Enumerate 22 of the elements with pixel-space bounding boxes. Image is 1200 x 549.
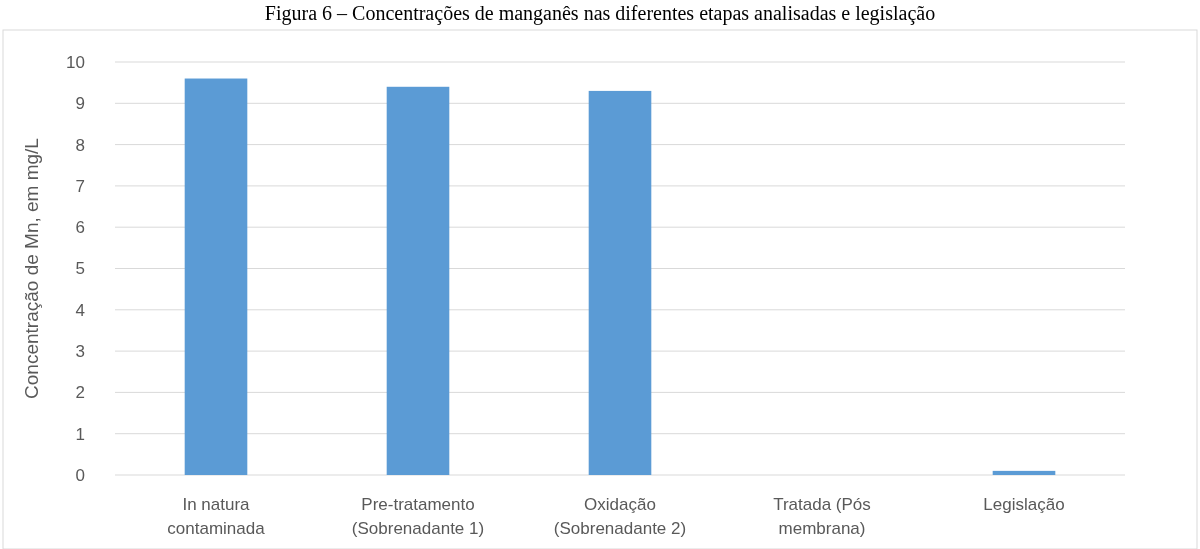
x-tick-label: Tratada (Pós membrana) [773, 495, 871, 538]
y-tick-label: 1 [75, 424, 85, 444]
y-tick-label: 6 [75, 218, 85, 238]
y-tick-label: 0 [75, 465, 85, 485]
bar [588, 90, 652, 475]
y-tick-label: 5 [75, 259, 85, 279]
y-tick-label: 7 [75, 176, 85, 196]
bar [184, 78, 248, 475]
x-tick-label: Pre-tratamento (Sobrenadante 1) [351, 495, 485, 538]
chart-title: Figura 6 – Concentrações de manganês nas diferentes etapas analisadas e legislação [264, 2, 936, 25]
x-tick-label: Oxidação (Sobrenadante 2) [553, 495, 687, 538]
x-tick-label: Legislação [983, 495, 1065, 514]
y-tick-label: 4 [75, 300, 85, 320]
y-axis-title: Concentração de Mn, em mg/L [21, 138, 42, 399]
x-tick-label: In natura contaminada [167, 495, 266, 538]
y-tick-label: 2 [75, 383, 85, 403]
bar [992, 470, 1056, 475]
y-tick-label: 9 [75, 94, 85, 114]
y-tick-label: 10 [66, 52, 85, 72]
y-tick-label: 8 [75, 135, 85, 155]
y-tick-label: 3 [75, 342, 85, 362]
bar [386, 86, 450, 475]
